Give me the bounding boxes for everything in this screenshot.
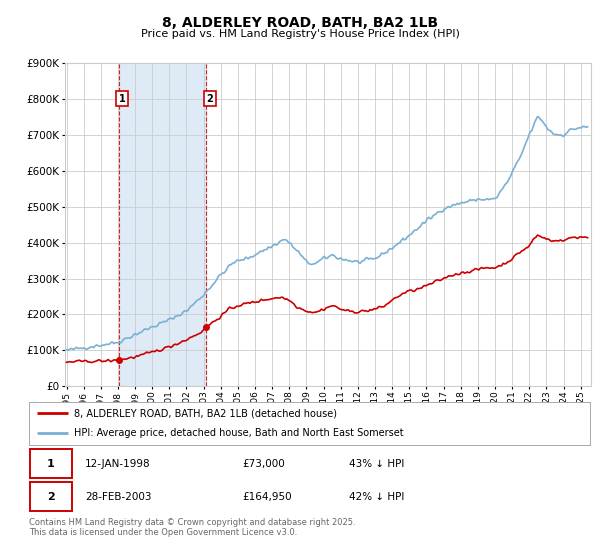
- Text: Price paid vs. HM Land Registry's House Price Index (HPI): Price paid vs. HM Land Registry's House …: [140, 29, 460, 39]
- Bar: [119, 63, 206, 386]
- Text: 2: 2: [47, 492, 55, 502]
- Text: 1: 1: [47, 459, 55, 469]
- Text: Contains HM Land Registry data © Crown copyright and database right 2025.
This d: Contains HM Land Registry data © Crown c…: [29, 518, 355, 538]
- Text: 28-FEB-2003: 28-FEB-2003: [85, 492, 151, 502]
- Text: 12-JAN-1998: 12-JAN-1998: [85, 459, 151, 469]
- Text: HPI: Average price, detached house, Bath and North East Somerset: HPI: Average price, detached house, Bath…: [74, 428, 403, 438]
- Text: £164,950: £164,950: [242, 492, 292, 502]
- Text: 1: 1: [119, 94, 125, 104]
- Text: 42% ↓ HPI: 42% ↓ HPI: [349, 492, 404, 502]
- Text: 2: 2: [206, 94, 213, 104]
- Text: 8, ALDERLEY ROAD, BATH, BA2 1LB (detached house): 8, ALDERLEY ROAD, BATH, BA2 1LB (detache…: [74, 408, 337, 418]
- Text: 8, ALDERLEY ROAD, BATH, BA2 1LB: 8, ALDERLEY ROAD, BATH, BA2 1LB: [162, 16, 438, 30]
- FancyBboxPatch shape: [30, 482, 72, 511]
- FancyBboxPatch shape: [30, 449, 72, 478]
- Text: 43% ↓ HPI: 43% ↓ HPI: [349, 459, 404, 469]
- Text: £73,000: £73,000: [242, 459, 285, 469]
